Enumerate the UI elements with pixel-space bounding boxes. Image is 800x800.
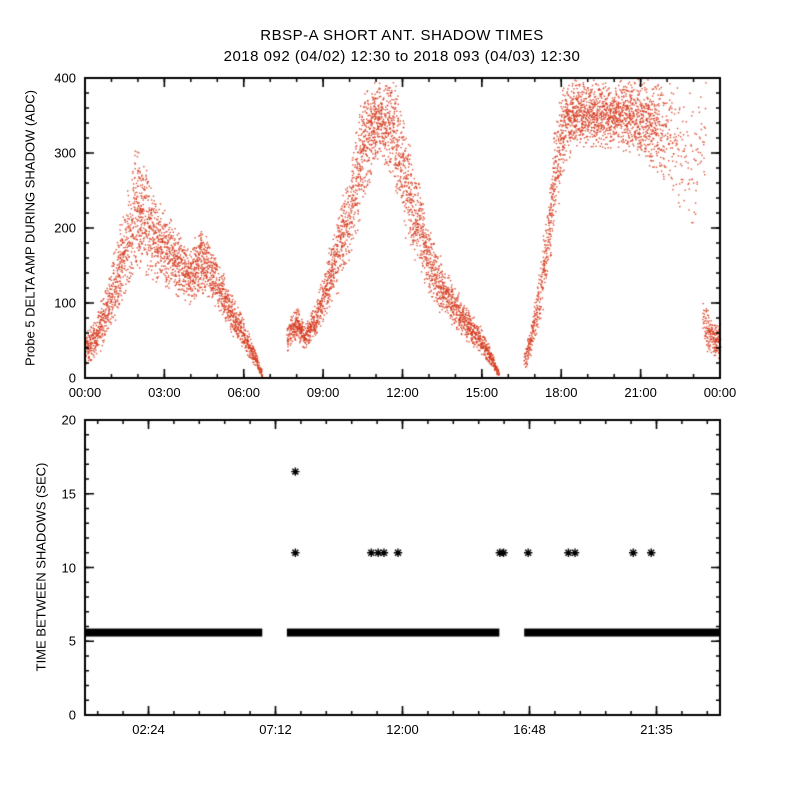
bottom-panel-x-tick-label-4: 21:35: [640, 722, 673, 737]
top-panel-x-tick-label-4: 12:00: [386, 385, 419, 400]
top-panel-x-tick-label-0: 00:00: [68, 385, 102, 400]
top-panel-x-tick-label-6: 18:00: [544, 385, 578, 400]
top-panel-y-tick-label-2: 200: [54, 220, 76, 236]
bottom-panel-y-tick-label-4: 20: [61, 412, 76, 428]
chart-title: RBSP-A SHORT ANT. SHADOW TIMES: [260, 27, 544, 44]
bottom-panel-x-tick-label-0: 02:24: [132, 722, 165, 737]
bottom-panel-y-tick-label-3: 15: [61, 486, 76, 502]
top-panel-y-tick-label-1: 100: [54, 295, 76, 311]
top-panel-y-tick-label-0: 0: [68, 370, 76, 386]
bottom-panel-x-tick-label-1: 07:12: [259, 722, 292, 737]
bottom-panel-y-tick-label-2: 10: [61, 560, 76, 575]
top-panel-y-tick-label-4: 400: [54, 70, 76, 86]
top-panel-x-tick-label-7: 21:00: [624, 385, 657, 400]
bottom-panel-y-tick-label-1: 5: [68, 633, 76, 649]
top-panel-x-tick-label-5: 15:00: [465, 385, 499, 400]
top-panel-y-tick-label-3: 300: [54, 145, 76, 161]
bottom-y-axis-label: TIME BETWEEN SHADOWS (SEC): [33, 462, 49, 672]
bottom-panel-y-tick-label-0: 0: [68, 707, 76, 723]
bottom-panel-x-tick-label-2: 12:00: [386, 722, 419, 737]
bottom-panel-x-tick-label-3: 16:48: [513, 722, 546, 737]
top-panel-x-tick-label-8: 00:00: [703, 385, 737, 400]
top-panel-x-tick-label-1: 03:00: [148, 385, 181, 400]
top-y-axis-label: Probe 5 DELTA AMP DURING SHADOW (ADC): [22, 90, 38, 366]
top-panel-x-tick-label-3: 09:00: [306, 385, 340, 400]
top-panel-x-tick-label-2: 06:00: [227, 385, 261, 400]
chart-subtitle: 2018 092 (04/02) 12:30 to 2018 093 (04/0…: [223, 48, 581, 65]
